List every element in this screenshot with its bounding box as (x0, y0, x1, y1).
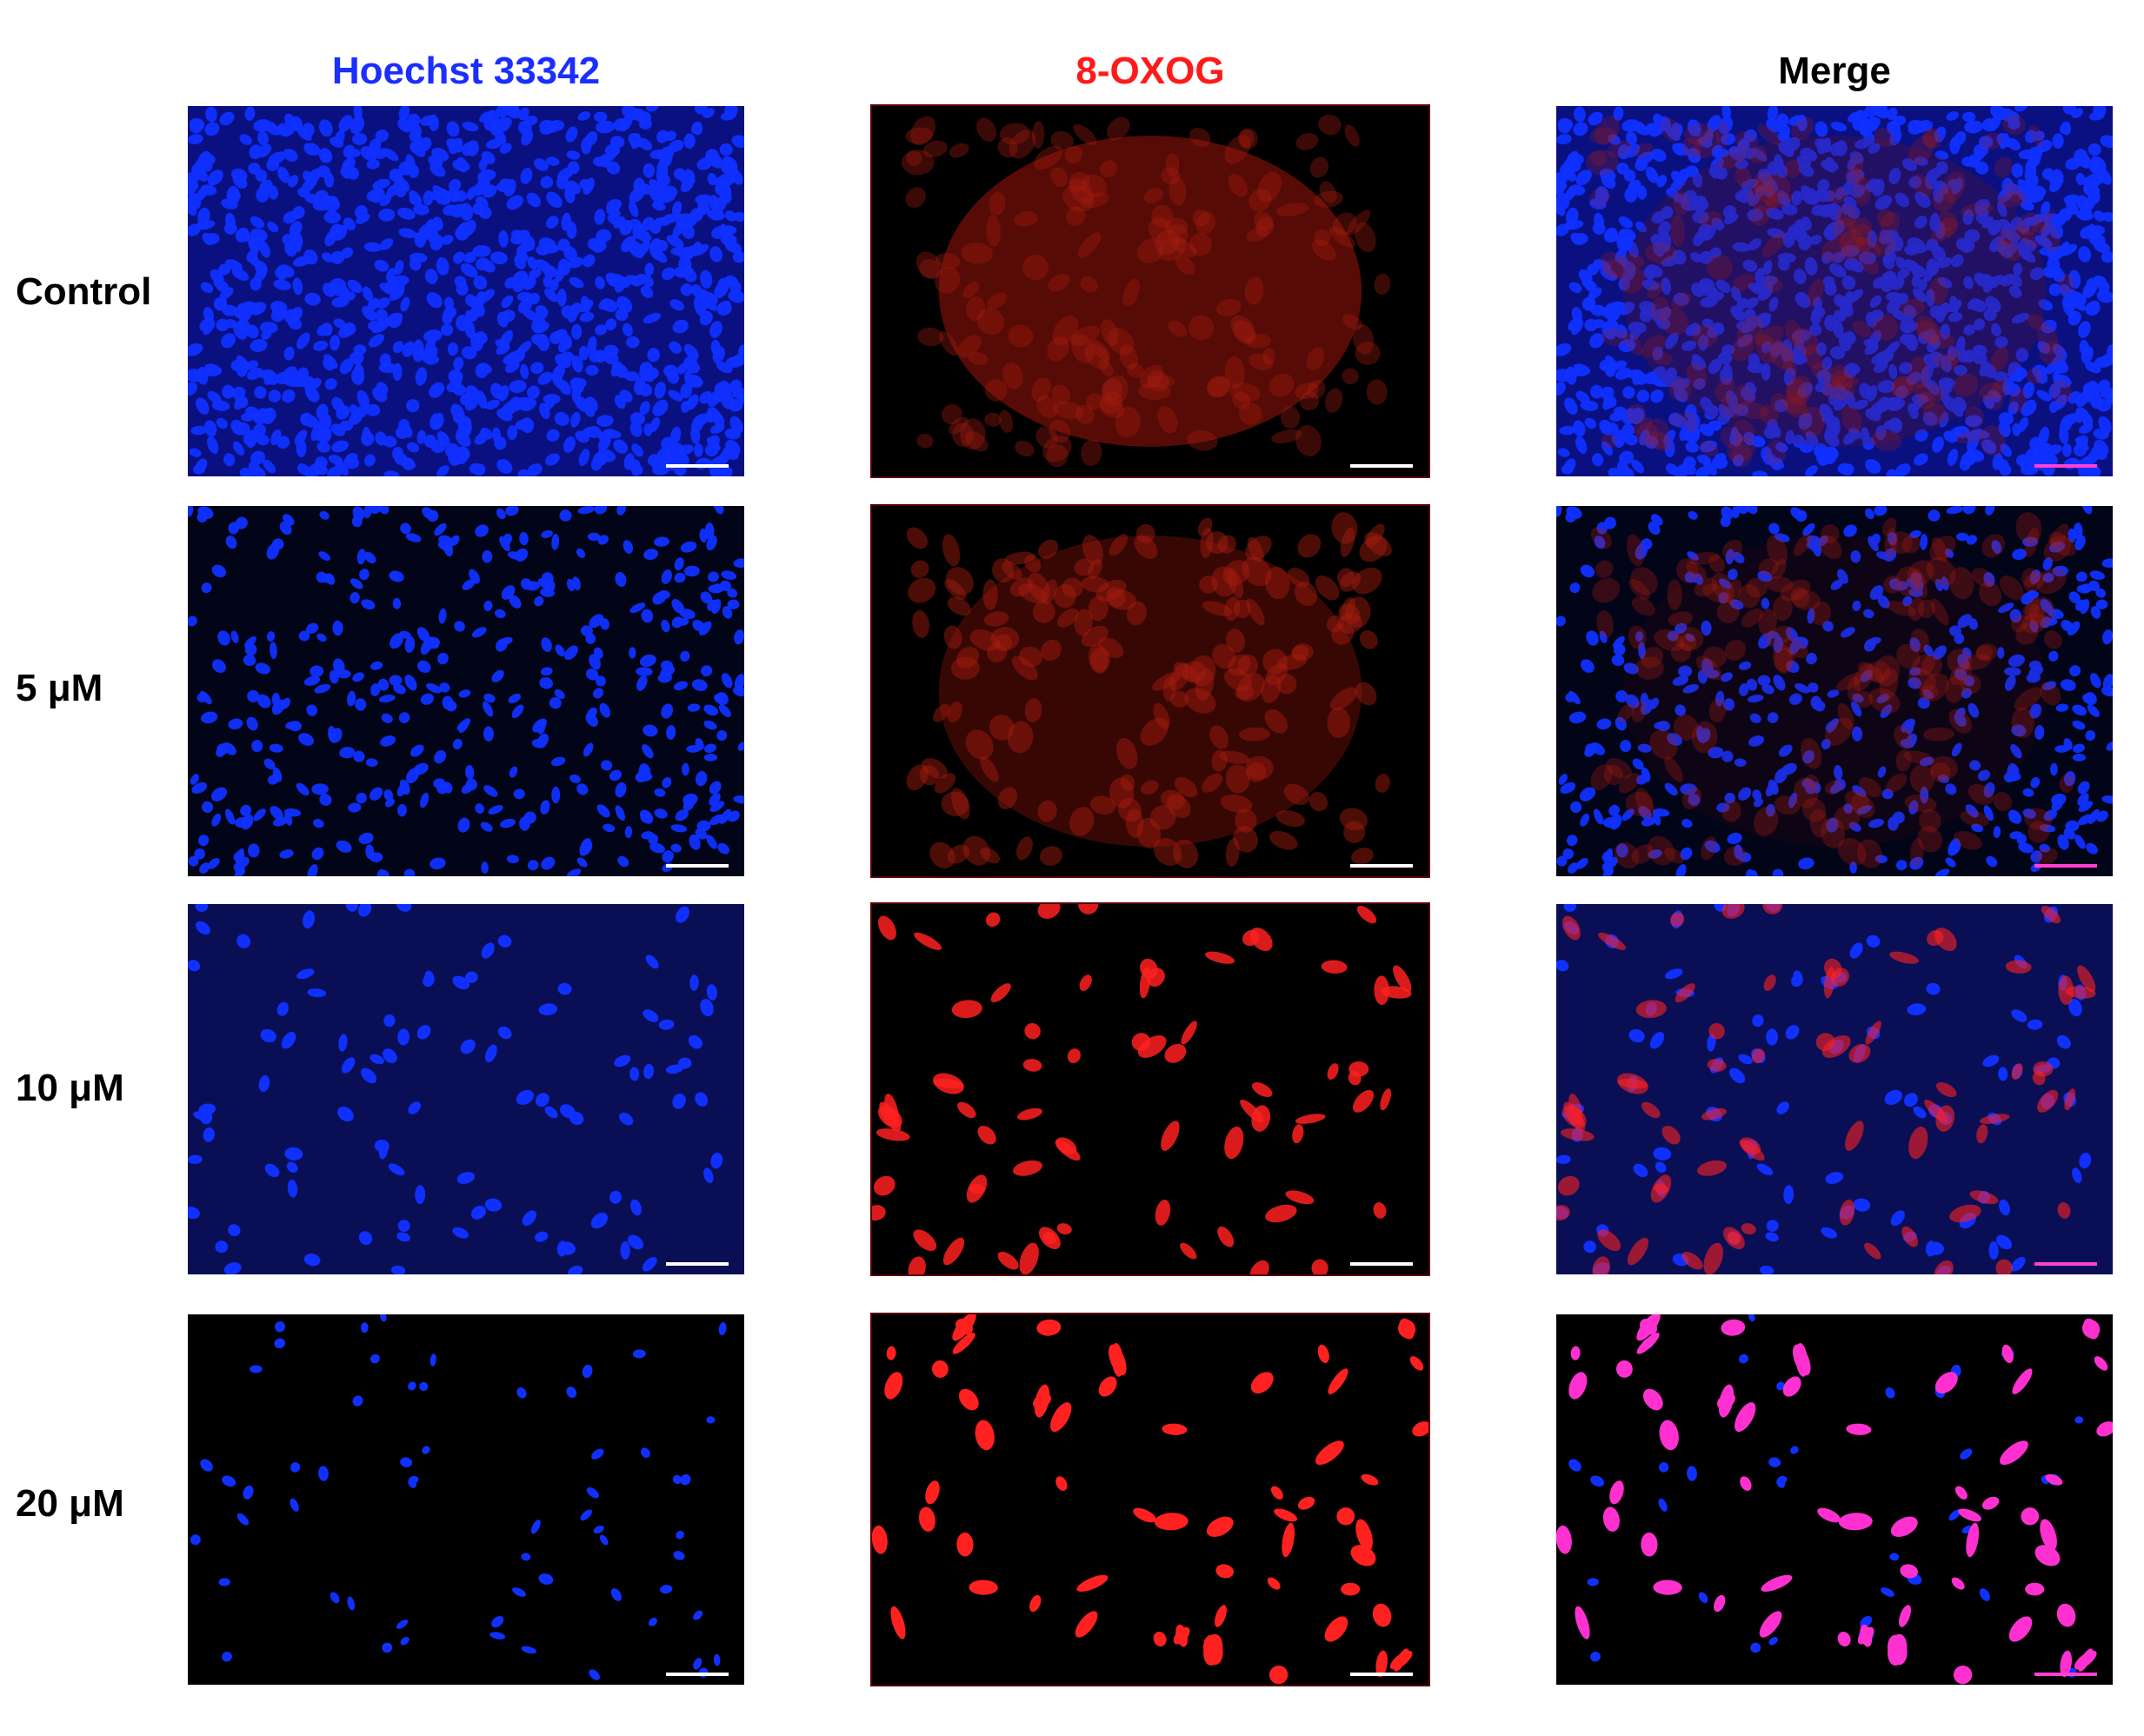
micrograph-merge-row-3 (1556, 904, 2113, 1274)
scale-bar (666, 464, 729, 468)
micrograph-red-row-2 (870, 504, 1430, 878)
row-label-control: Control (16, 270, 152, 313)
scale-bar (1350, 1262, 1413, 1266)
column-header-merge: Merge (1778, 50, 1891, 92)
row-label-20um: 20 μM (16, 1482, 124, 1525)
row-label-10um: 10 μM (16, 1067, 124, 1109)
micrograph-red-row-1 (870, 104, 1430, 478)
scale-bar (1350, 864, 1413, 868)
column-header-8-oxog: 8-OXOG (1075, 50, 1225, 92)
scale-bar (1350, 464, 1413, 468)
micrograph-red-row-4 (870, 1313, 1430, 1686)
micrograph-merge-row-2 (1556, 506, 2113, 876)
micrograph-blue-row-2 (188, 506, 744, 876)
column-header-hoechst: Hoechst 33342 (331, 50, 601, 92)
scale-bar (1350, 1673, 1413, 1676)
scale-bar (2034, 1262, 2097, 1266)
scale-bar (2034, 864, 2097, 868)
micrograph-merge-row-4 (1556, 1314, 2113, 1685)
row-label-5um: 5 μM (16, 667, 103, 709)
micrograph-blue-row-4 (188, 1314, 744, 1685)
scale-bar (666, 1673, 729, 1676)
scale-bar (666, 864, 729, 868)
scale-bar (666, 1262, 729, 1266)
micrograph-blue-row-3 (188, 904, 744, 1274)
micrograph-merge-row-1 (1556, 106, 2113, 476)
micrograph-blue-row-1 (188, 106, 744, 476)
scale-bar (2034, 464, 2097, 468)
scale-bar (2034, 1673, 2097, 1676)
micrograph-red-row-3 (870, 902, 1430, 1276)
